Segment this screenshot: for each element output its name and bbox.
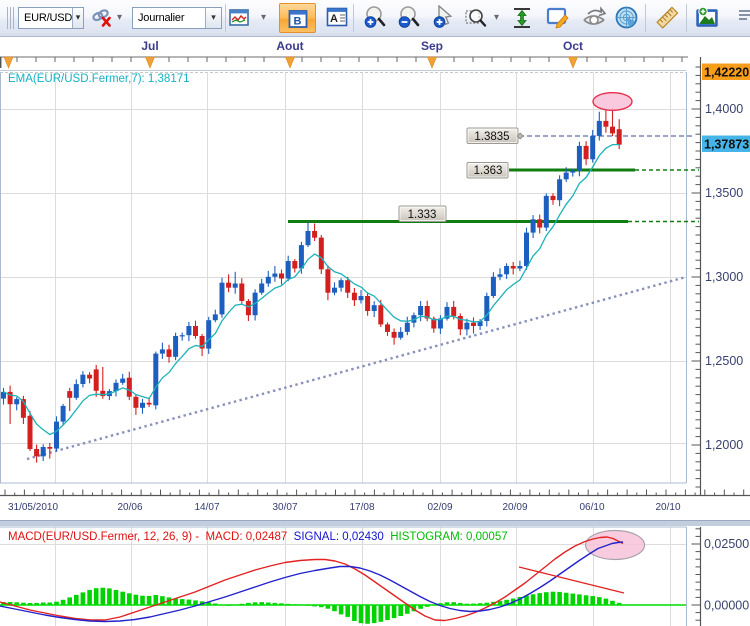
- svg-text:MACD(EUR/USD.Fermer, 12, 26, 9: MACD(EUR/USD.Fermer, 12, 26, 9) - MACD: …: [8, 531, 508, 543]
- svg-text:EMA(EUR/USD.Fermer,7): 1,38171: EMA(EUR/USD.Fermer,7): 1,38171: [8, 73, 190, 85]
- svg-text:1,3500: 1,3500: [705, 186, 743, 200]
- svg-text:Sep: Sep: [421, 39, 443, 53]
- svg-text:B: B: [293, 16, 301, 28]
- svg-text:Aout: Aout: [276, 39, 303, 53]
- svg-text:20/10: 20/10: [655, 502, 680, 513]
- svg-text:1.3835: 1.3835: [474, 131, 509, 143]
- svg-text:02/09: 02/09: [427, 502, 452, 513]
- svg-text:31/05/2010: 31/05/2010: [8, 502, 58, 513]
- svg-text:0,02500: 0,02500: [704, 537, 749, 551]
- svg-text:A: A: [330, 13, 338, 25]
- svg-text:20/09: 20/09: [502, 502, 527, 513]
- svg-text:Oct: Oct: [563, 39, 583, 53]
- svg-text:1,3000: 1,3000: [705, 270, 743, 284]
- svg-text:1,2000: 1,2000: [705, 438, 743, 452]
- svg-text:14/07: 14/07: [194, 502, 219, 513]
- svg-text:Jul: Jul: [141, 39, 158, 53]
- svg-text:1.333: 1.333: [408, 209, 437, 221]
- svg-text:1,2500: 1,2500: [705, 354, 743, 368]
- svg-text:17/08: 17/08: [349, 502, 374, 513]
- svg-text:1,42220: 1,42220: [704, 66, 749, 80]
- svg-text:1,4000: 1,4000: [705, 102, 743, 116]
- svg-text:0,00000: 0,00000: [704, 599, 749, 613]
- svg-text:30/07: 30/07: [272, 502, 297, 513]
- svg-text:06/10: 06/10: [579, 502, 604, 513]
- svg-text:1.363: 1.363: [474, 165, 503, 177]
- svg-text:20/06: 20/06: [117, 502, 142, 513]
- svg-text:1,37873: 1,37873: [704, 138, 749, 152]
